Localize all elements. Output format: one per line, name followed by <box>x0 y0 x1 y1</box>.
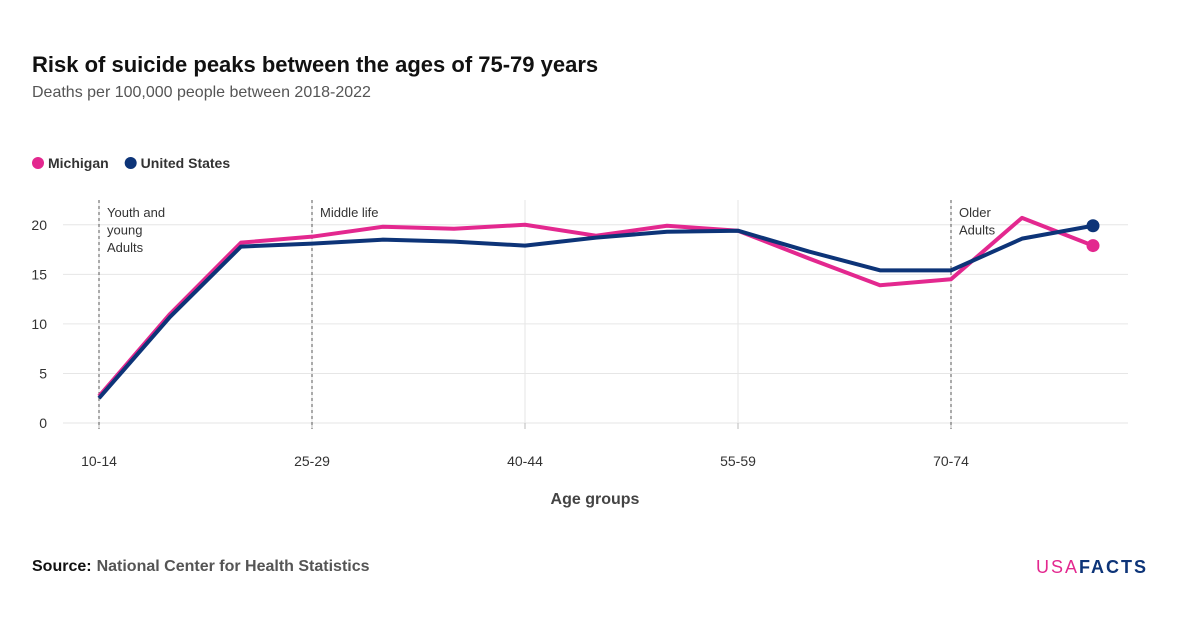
y-tick-label: 20 <box>31 217 47 233</box>
y-tick-label: 10 <box>31 316 47 332</box>
x-axis-title: Age groups <box>551 491 640 508</box>
y-tick-label: 0 <box>39 415 47 431</box>
legend-marker <box>32 157 44 169</box>
annotation: Adults <box>959 223 996 238</box>
legend-label: United States <box>141 155 231 171</box>
source-label: Source: <box>32 558 92 575</box>
annotation: Adults <box>107 240 144 255</box>
source-text: National Center for Health Statistics <box>97 558 370 575</box>
chart-subtitle: Deaths per 100,000 people between 2018-2… <box>32 84 371 101</box>
annotation: Youth and <box>107 205 165 220</box>
logo: USAFACTS <box>1036 557 1148 577</box>
annotation: Middle life <box>320 205 379 220</box>
annotation: Older <box>959 205 991 220</box>
x-tick-label: 40-44 <box>507 453 543 469</box>
chart-title: Risk of suicide peaks between the ages o… <box>32 52 598 77</box>
legend-marker <box>124 157 137 169</box>
legend-label: Michigan <box>48 155 109 171</box>
source: Source: National Center for Health Statis… <box>32 558 370 575</box>
logo-part: USA <box>1036 557 1079 577</box>
x-tick-label: 25-29 <box>294 453 330 469</box>
x-tick-label: 70-74 <box>933 453 969 469</box>
end-marker <box>1086 239 1100 253</box>
series-line <box>97 223 1094 400</box>
annotation: young <box>107 223 142 238</box>
x-tick-label: 55-59 <box>720 453 756 469</box>
y-tick-label: 5 <box>39 365 47 381</box>
x-tick-label: 10-14 <box>81 453 117 469</box>
y-tick-label: 15 <box>31 266 47 282</box>
end-marker <box>1086 219 1100 233</box>
logo-part: FACTS <box>1079 557 1148 577</box>
